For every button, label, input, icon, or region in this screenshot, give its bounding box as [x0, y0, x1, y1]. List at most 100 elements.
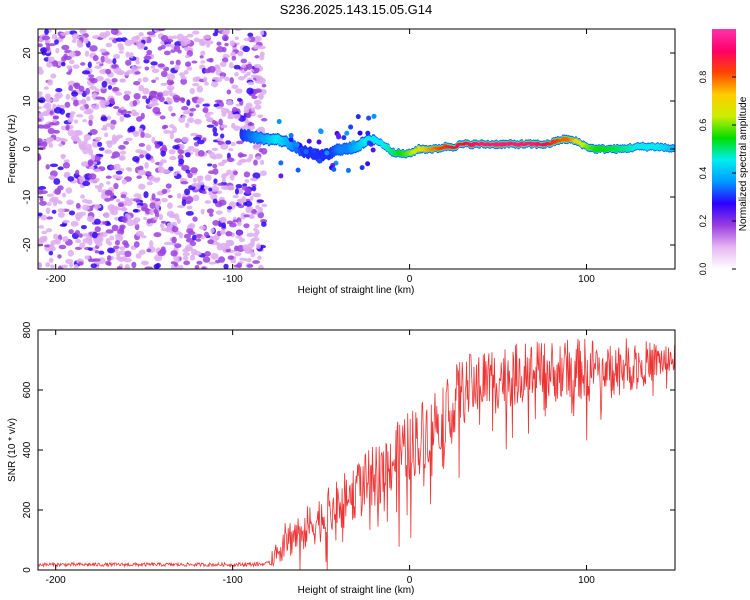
noise-speckle [181, 136, 189, 143]
noise-speckle [261, 221, 267, 227]
noise-speckle [157, 250, 166, 257]
noise-speckle [138, 183, 146, 190]
noise-speckle [157, 46, 163, 51]
noise-speckle [221, 173, 227, 180]
noise-speckle [209, 152, 216, 159]
noise-speckle [204, 81, 210, 86]
ridge-segment [528, 141, 533, 145]
noise-speckle [38, 112, 47, 117]
noise-speckle [44, 39, 51, 44]
noise-speckle [41, 230, 48, 235]
noise-speckle [38, 66, 43, 71]
noise-speckle [215, 242, 221, 247]
noise-speckle [231, 84, 239, 90]
noise-speckle [128, 198, 134, 202]
noise-speckle [189, 254, 196, 261]
x-tick-label: -100 [223, 575, 243, 586]
noise-speckle [216, 190, 223, 195]
colorbar-label: Normalized spectral amplitude [738, 96, 749, 231]
noise-speckle [146, 181, 153, 186]
noise-speckle [144, 266, 153, 269]
noise-speckle [212, 163, 218, 169]
colorbar: 0.0 0.2 0.4 0.6 0.8 Normalized spectral ampl… [698, 29, 749, 275]
noise-speckle [172, 144, 180, 150]
noise-speckle [114, 239, 120, 246]
noise-speckle [212, 198, 218, 204]
noise-speckle [144, 162, 149, 169]
noise-speckle [171, 35, 178, 40]
noise-speckle [186, 205, 193, 210]
noise-speckle [167, 202, 173, 210]
ridge-blob [366, 115, 372, 121]
noise-speckle [52, 103, 57, 109]
noise-speckle [209, 212, 214, 217]
noise-speckle [61, 192, 67, 198]
noise-speckle [258, 264, 264, 269]
noise-speckle [68, 50, 76, 58]
noise-speckle [163, 50, 171, 56]
snr-series-line [38, 338, 675, 570]
noise-speckle [238, 159, 247, 163]
noise-speckle [184, 54, 190, 59]
colorbar-tick-label: 0.8 [698, 71, 708, 84]
noise-speckle [99, 48, 107, 53]
noise-speckle [118, 154, 126, 161]
noise-speckle [226, 206, 233, 210]
noise-speckle [81, 199, 89, 203]
noise-speckle [251, 208, 257, 214]
noise-speckle [117, 43, 124, 48]
noise-speckle [67, 129, 75, 137]
noise-speckle [188, 223, 196, 229]
noise-speckle [235, 183, 243, 189]
y-tick-label: 200 [22, 501, 33, 518]
noise-speckle [50, 73, 57, 79]
ridge-blob [319, 149, 325, 155]
noise-speckle [88, 247, 93, 251]
noise-speckle [218, 256, 226, 263]
noise-speckle [151, 193, 156, 201]
noise-speckle [73, 119, 79, 124]
noise-speckle [86, 215, 94, 222]
noise-speckle [236, 161, 243, 166]
noise-speckle [66, 199, 74, 206]
noise-speckle [225, 249, 231, 253]
noise-speckle [252, 260, 260, 264]
noise-speckle [38, 124, 44, 129]
noise-speckle [113, 163, 121, 171]
noise-speckle [151, 68, 160, 74]
ridge-blob [316, 158, 322, 164]
noise-speckle [123, 257, 132, 263]
ridge-segment [385, 145, 390, 149]
noise-speckle [220, 143, 229, 150]
noise-speckle [222, 53, 230, 59]
ridge-blob [308, 152, 314, 158]
noise-speckle [95, 96, 104, 100]
noise-speckle [78, 233, 83, 238]
noise-speckle [107, 241, 113, 246]
ridge-blob [348, 124, 354, 130]
noise-speckle [234, 36, 239, 41]
noise-speckle [55, 47, 60, 54]
noise-speckle [225, 140, 232, 145]
noise-speckle [131, 36, 139, 43]
noise-speckle [46, 193, 55, 197]
noise-speckle [65, 93, 71, 100]
noise-speckle [109, 97, 115, 104]
noise-speckle [190, 167, 198, 174]
noise-speckle [118, 250, 127, 256]
noise-speckle [97, 257, 106, 265]
noise-speckle [48, 175, 56, 180]
ridge-blob [303, 149, 309, 155]
noise-speckle [80, 62, 86, 66]
noise-speckle [94, 249, 100, 254]
noise-speckle [203, 76, 208, 82]
noise-speckle [105, 68, 112, 75]
noise-speckle [229, 77, 234, 84]
noise-speckle [40, 214, 48, 221]
noise-speckle [203, 231, 210, 238]
noise-speckle [81, 180, 91, 187]
x-tick-label: -200 [46, 274, 66, 285]
noise-speckle [133, 217, 141, 223]
noise-speckle [245, 102, 253, 109]
noise-speckle [253, 66, 260, 74]
